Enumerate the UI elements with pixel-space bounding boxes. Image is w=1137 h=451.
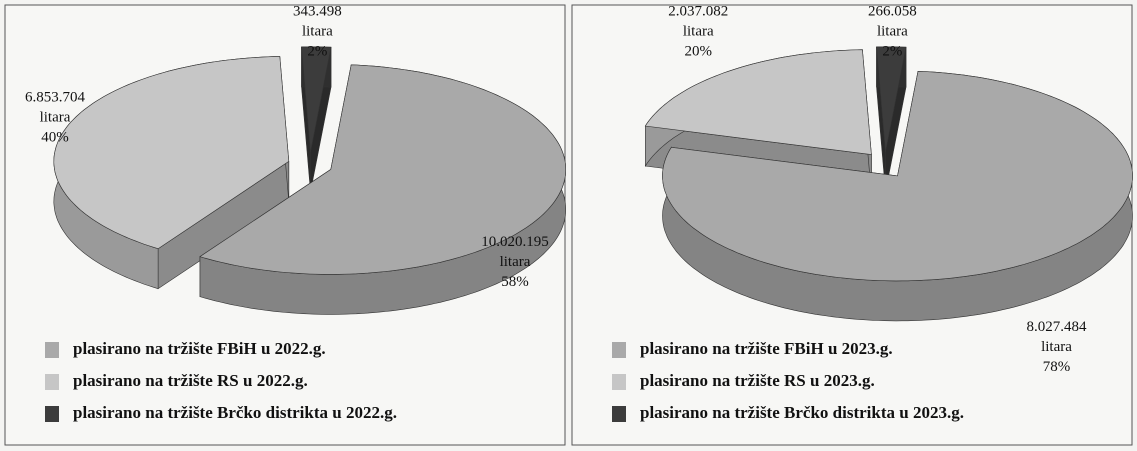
slice [662,70,1133,322]
unit-label: litara [302,23,333,39]
amount-label: 2.037.082 [668,3,728,19]
value-label: 20% [684,43,712,59]
unit-label: litara [1041,339,1072,355]
legend-swatch [612,374,626,390]
amount-label: 8.027.484 [1026,319,1087,335]
legend-label: plasirano na tržište RS u 2022.g. [73,371,308,390]
slice-top [53,56,290,250]
legend-swatch [612,406,626,422]
legend-label: plasirano na tržište FBiH u 2023.g. [640,339,893,358]
legend-swatch [45,342,59,358]
amount-label: 266.058 [868,3,917,19]
legend-label: plasirano na tržište RS u 2023.g. [640,371,875,390]
slice-top [662,70,1133,282]
slice-top [301,46,332,152]
slice-top [876,46,907,152]
unit-label: litara [500,254,531,270]
value-label: 2% [882,43,902,59]
slice [301,46,332,192]
legend-swatch [45,406,59,422]
value-label: 58% [501,274,529,290]
legend-label: plasirano na tržište Brčko distrikta u 2… [73,403,397,422]
amount-label: 6.853.704 [25,89,86,105]
value-label: 78% [1043,359,1071,375]
unit-label: litara [40,109,71,125]
unit-label: litara [877,23,908,39]
legend-label: plasirano na tržište Brčko distrikta u 2… [640,403,964,422]
unit-label: litara [683,23,714,39]
slice-top [644,49,872,155]
amount-label: 343.498 [293,3,342,19]
legend-label: plasirano na tržište FBiH u 2022.g. [73,339,326,358]
slice-top [199,64,567,275]
slice [876,46,907,192]
slice [53,56,290,290]
value-label: 40% [41,129,69,145]
amount-label: 10.020.195 [481,234,549,250]
legend-swatch [45,374,59,390]
value-label: 2% [307,43,327,59]
slice [199,64,567,315]
legend-swatch [612,342,626,358]
